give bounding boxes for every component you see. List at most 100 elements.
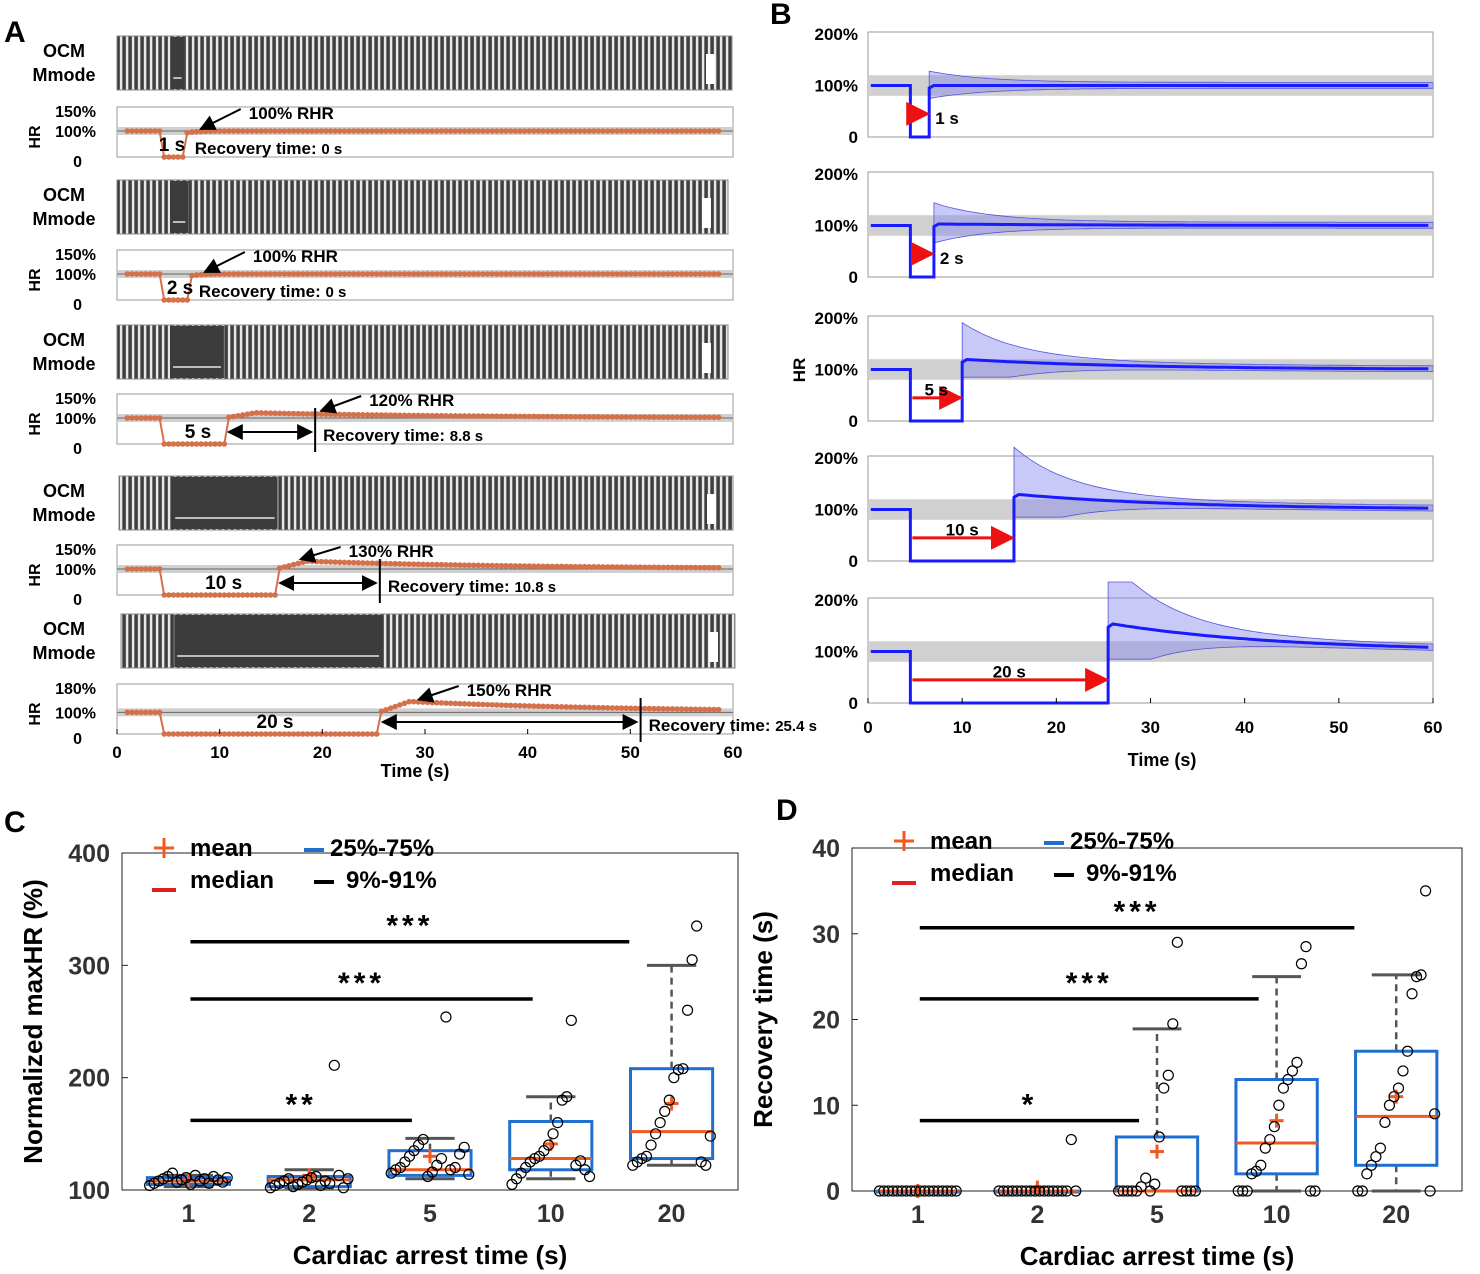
hr-trace-marker: [674, 706, 680, 712]
hr-trace-marker: [397, 561, 403, 567]
hr-trace-marker: [711, 414, 717, 421]
hr-trace-marker: [669, 271, 676, 277]
data-point: [583, 1170, 596, 1183]
hr-trace-marker: [591, 271, 597, 277]
hr-trace-marker: [535, 563, 542, 570]
data-point: [337, 1182, 350, 1194]
hr-trace-marker: [678, 414, 685, 421]
hr-trace-marker: [438, 700, 445, 706]
hr-mean-trace: [870, 357, 1429, 423]
data-point: [565, 1014, 577, 1026]
hr-trace-marker: [263, 592, 269, 598]
data-point: [1273, 1099, 1285, 1111]
hr-trace-marker: [392, 560, 399, 567]
data-point: [1259, 1142, 1271, 1154]
hr-trace-marker: [406, 271, 412, 277]
data-point: [547, 1128, 559, 1140]
hr-trace-marker: [457, 128, 463, 134]
legend-iqr-label: 25%-75%: [330, 835, 434, 862]
data-point: [914, 1185, 926, 1197]
data-point: [310, 1170, 322, 1183]
hr-trace-marker: [424, 271, 431, 277]
hr-trace-marker: [258, 410, 265, 416]
hr-trace-marker: [641, 271, 648, 277]
hr-trace-marker: [147, 128, 154, 134]
hr-trace-marker: [369, 271, 375, 277]
hr-trace-marker: [443, 561, 449, 568]
hr-trace-marker: [457, 700, 463, 707]
hr-trace-marker: [373, 560, 380, 567]
hr-trace-marker: [350, 271, 357, 277]
significance-stars: ***: [386, 910, 433, 943]
y-tick-label: 0: [826, 1178, 840, 1206]
hr-trace-marker: [364, 560, 371, 566]
x-tick-label: 40: [518, 743, 537, 762]
hr-trace-marker: [715, 414, 722, 421]
hr-trace-marker: [641, 705, 648, 712]
hr-trace-marker: [554, 413, 560, 420]
hr-trace-marker: [300, 410, 306, 417]
hr-trace-marker: [212, 592, 218, 598]
hr-trace-marker: [383, 560, 389, 567]
x-tick-label: 50: [621, 743, 640, 762]
iqr-box: [629, 1067, 715, 1161]
hr-trace-marker: [341, 128, 348, 134]
hr-trace-marker: [563, 271, 569, 277]
hr-trace-marker: [410, 698, 417, 705]
hr-trace-marker: [286, 562, 292, 569]
hr-trace-marker: [544, 563, 551, 570]
hr-trace-marker: [697, 128, 703, 134]
hr-trace-marker: [267, 271, 274, 277]
hr-trace-marker: [572, 704, 579, 710]
hr-trace-marker: [591, 414, 597, 420]
x-tick-label: 60: [724, 743, 743, 762]
hr-trace-marker: [179, 154, 186, 160]
hr-trace-marker: [309, 411, 315, 417]
hr-trace-marker: [420, 128, 426, 134]
hr-trace-marker: [447, 700, 454, 707]
hr-trace-marker: [498, 128, 505, 134]
hr-trace-marker: [216, 441, 223, 447]
scale-bar: [707, 494, 716, 524]
y-tick-label: 100%: [55, 124, 96, 141]
hr-trace-marker: [498, 562, 505, 569]
hr-trace-marker: [424, 128, 431, 134]
hr-trace-marker: [655, 128, 662, 134]
y-tick-label: 100%: [815, 643, 858, 662]
hr-trace-marker: [466, 562, 472, 568]
hr-trace-marker: [628, 271, 634, 277]
hr-trace-marker: [614, 705, 620, 711]
hr-trace-marker: [614, 414, 620, 420]
data-point: [1415, 969, 1427, 981]
hr-trace-marker: [406, 561, 412, 567]
y-tick-label: 0: [73, 592, 82, 609]
y-tick-label: 180%: [55, 681, 96, 698]
hr-trace-marker: [249, 592, 255, 598]
x-tick-label: 40: [1235, 718, 1254, 737]
x-tick-label: 10: [953, 718, 972, 737]
data-point: [1117, 1185, 1129, 1197]
hr-trace-marker: [341, 411, 348, 418]
hr-trace-marker: [253, 410, 260, 416]
hr-trace-marker: [447, 128, 454, 134]
data-point: [1135, 1181, 1147, 1193]
x-axis-label: Cardiac arrest time (s): [1020, 1241, 1295, 1271]
y-tick-label: 0: [849, 694, 858, 713]
arrest-duration-label: 2 s: [167, 278, 193, 299]
recovery-time-label: Recovery time: 25.4 s: [649, 716, 817, 735]
x-tick-label: 1: [911, 1201, 925, 1229]
data-point: [927, 1185, 940, 1197]
hr-trace-marker: [706, 271, 713, 277]
hr-trace-marker: [544, 413, 551, 420]
hr-trace-marker: [258, 271, 265, 277]
hr-trace-marker: [253, 592, 260, 598]
hr-trace-marker: [651, 414, 657, 420]
hr-trace-marker: [323, 731, 329, 737]
data-point: [681, 1004, 694, 1016]
arrest-duration-label: 20 s: [993, 662, 1026, 681]
hr-trace-marker: [466, 701, 472, 707]
data-point: [328, 1059, 340, 1071]
y-tick-label: 40: [812, 835, 840, 863]
data-point: [552, 1116, 564, 1129]
hr-trace-marker: [184, 129, 191, 136]
